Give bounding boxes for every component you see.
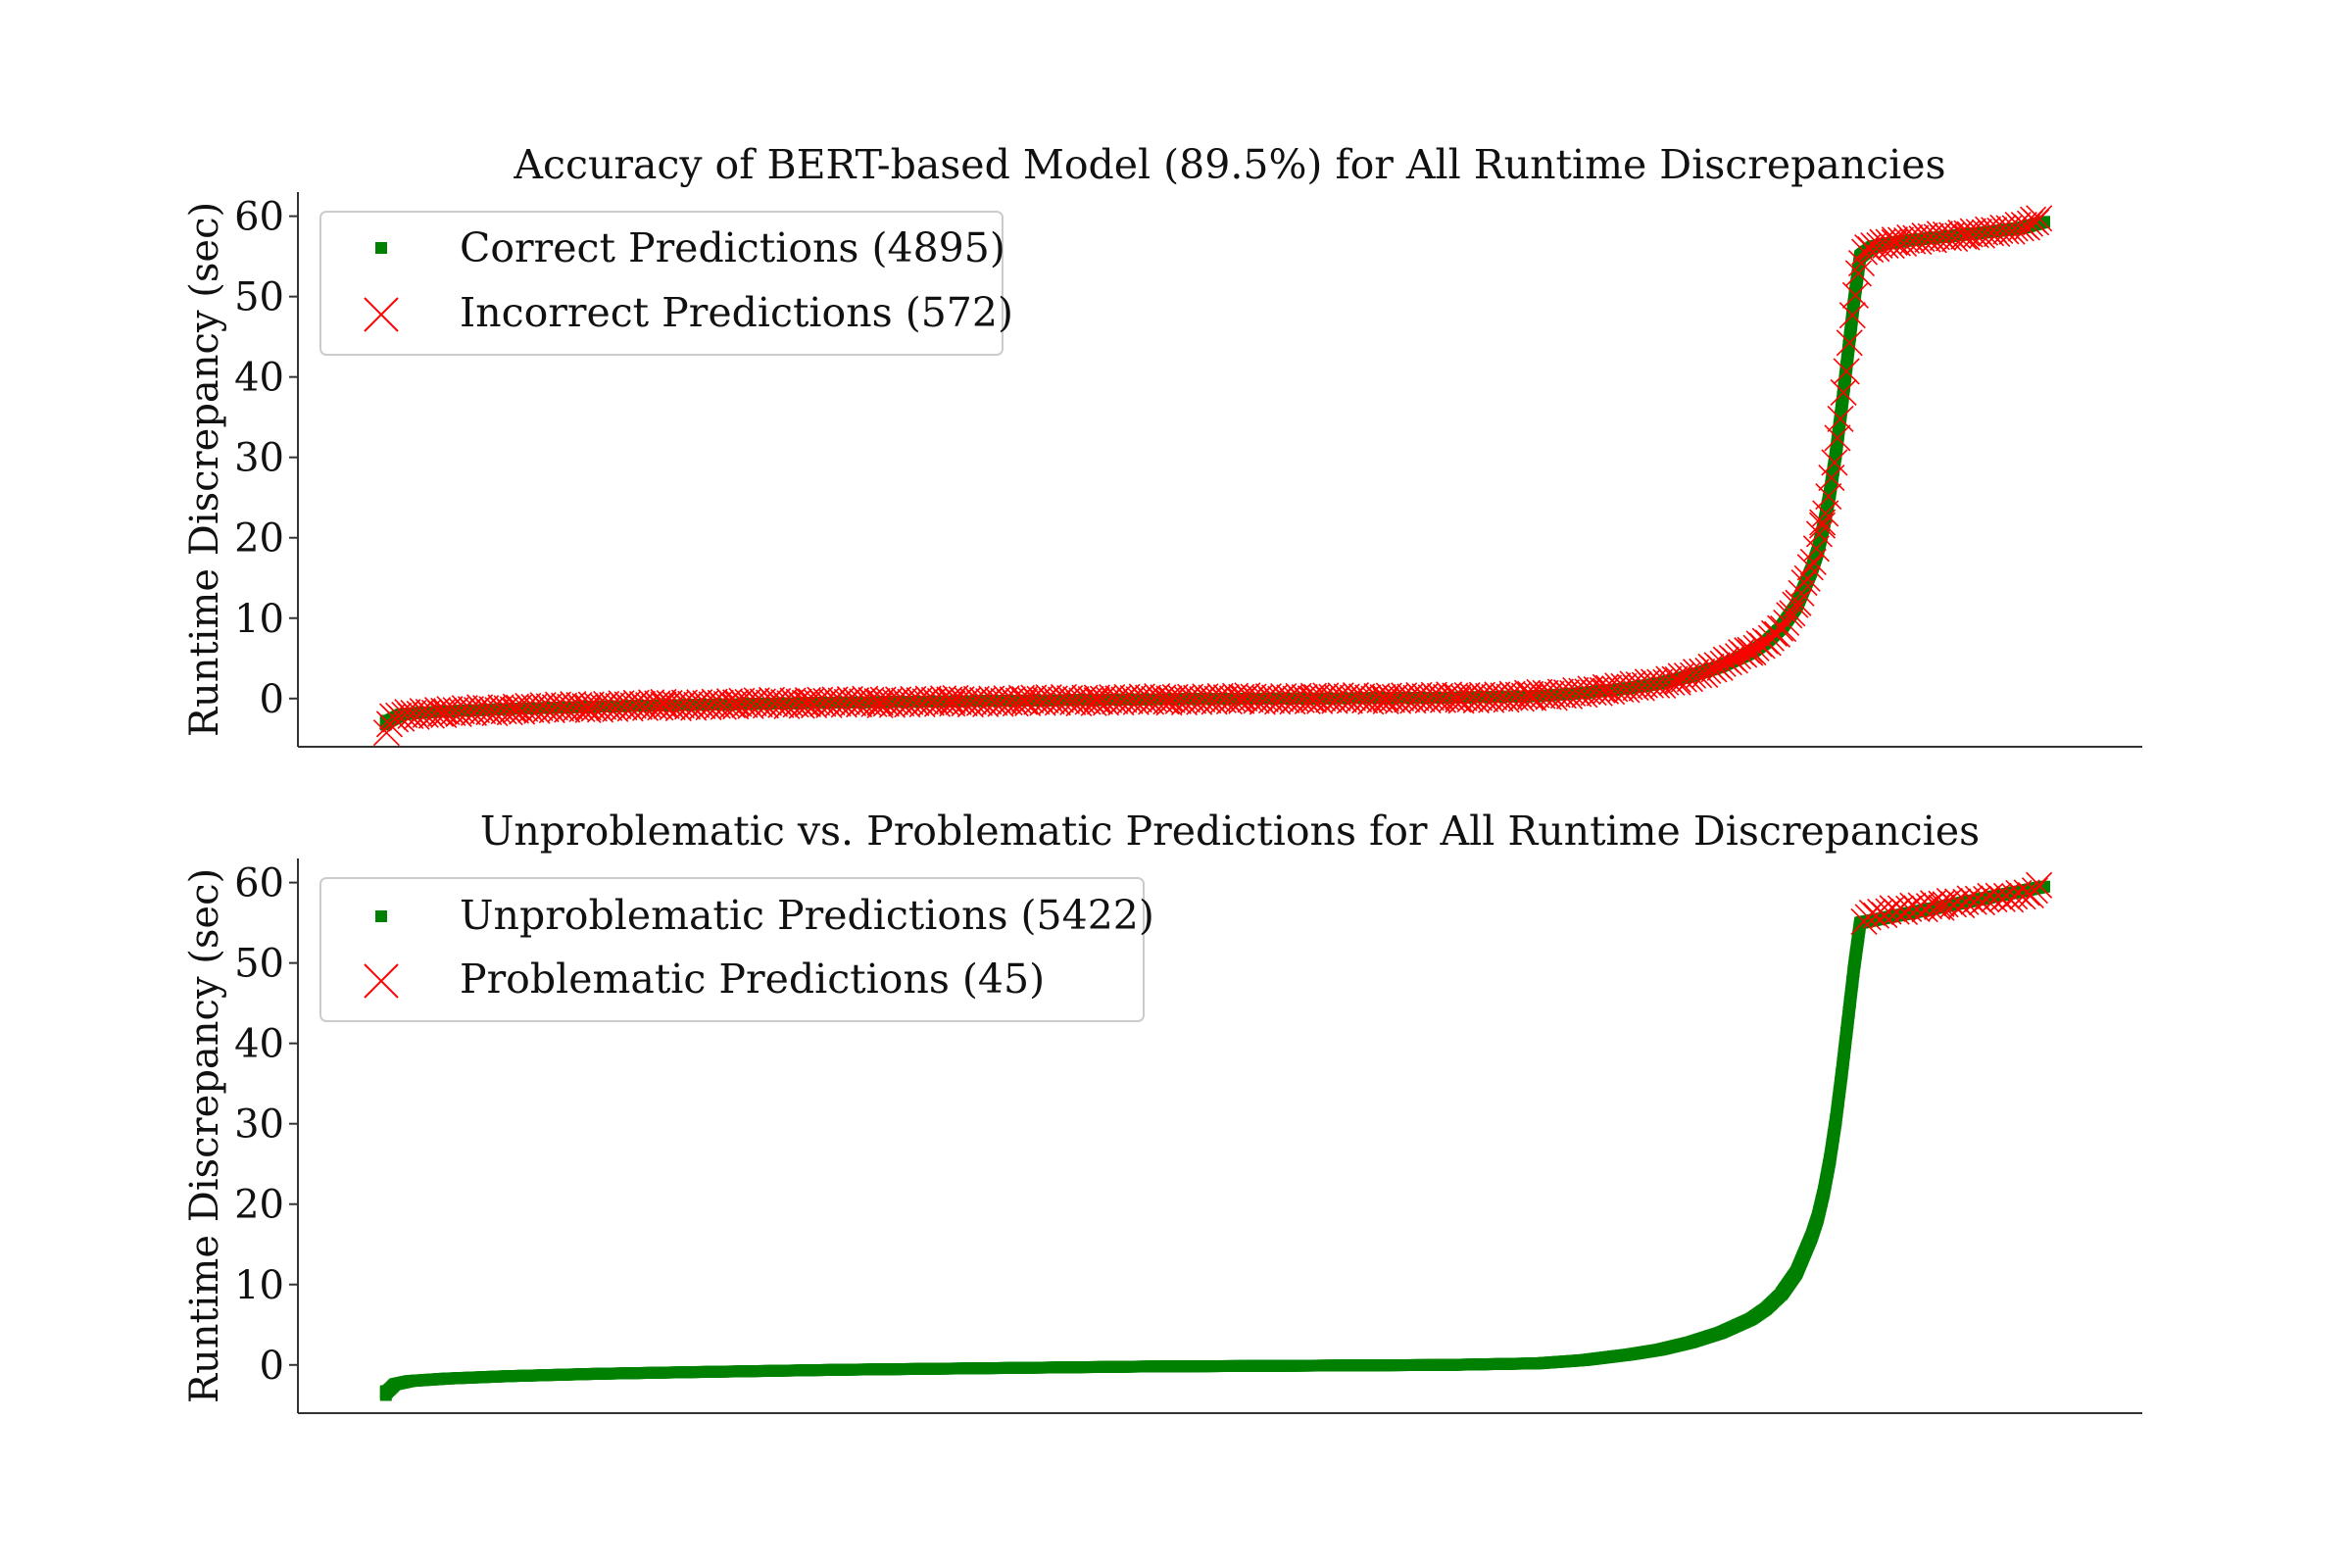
- y-axis-label: Runtime Discrepancy (sec): [182, 868, 227, 1403]
- data-point: [574, 696, 602, 724]
- plot-area: [372, 205, 2053, 747]
- data-point: [1770, 615, 1797, 643]
- y-tick-label: 40: [234, 1022, 284, 1067]
- y-tick-label: 30: [234, 1102, 284, 1148]
- data-point: [1664, 668, 1691, 696]
- y-tick-label: 0: [260, 1344, 284, 1389]
- data-point: [1836, 329, 1863, 357]
- y-tick-label: 0: [260, 677, 284, 722]
- data-point: [1844, 260, 1873, 287]
- data-point: [1796, 554, 1824, 581]
- chart-title: Accuracy of BERT-based Model (89.5%) for…: [513, 141, 1945, 188]
- data-point: [1815, 482, 1842, 511]
- chart-panel-bottom: Unproblematic vs. Problematic Prediction…: [182, 808, 2142, 1414]
- data-point: [2013, 879, 2040, 906]
- data-point: [1821, 449, 1848, 476]
- data-point: [379, 1385, 392, 1401]
- y-tick-label: 10: [234, 597, 284, 642]
- data-points: [379, 871, 2053, 1401]
- legend-marker-correct: [375, 242, 387, 254]
- data-point: [1915, 893, 1943, 920]
- data-point: [1809, 509, 1837, 536]
- data-point: [2038, 216, 2051, 228]
- y-tick-label: 60: [234, 195, 284, 240]
- y-axis-ticks: 0 10 20 30 40 50 60: [234, 195, 298, 722]
- data-point: [2021, 877, 2049, 905]
- chart-title: Unproblematic vs. Problematic Prediction…: [480, 808, 1980, 855]
- y-tick-label: 20: [234, 516, 284, 562]
- legend-label-problematic: Problematic Predictions (45): [460, 956, 1045, 1003]
- chart-panel-top: Accuracy of BERT-based Model (89.5%) for…: [182, 141, 2142, 748]
- legend-label-unproblematic: Unproblematic Predictions (5422): [460, 892, 1154, 939]
- legend-label-incorrect: Incorrect Predictions (572): [460, 289, 1013, 336]
- data-point: [1827, 405, 1854, 433]
- data-point: [1793, 564, 1821, 592]
- y-axis-ticks: 0 10 20 30 40 50 60: [234, 861, 298, 1389]
- legend-marker-incorrect: [364, 297, 399, 332]
- legend-label-correct: Correct Predictions (4895): [460, 224, 1005, 271]
- y-tick-label: 50: [234, 275, 284, 320]
- legend: Unproblematic Predictions (5422) Problem…: [319, 877, 1154, 1022]
- data-point: [2026, 205, 2053, 232]
- y-tick-label: 30: [234, 436, 284, 481]
- data-point: [2026, 871, 2053, 899]
- plot-area: [379, 871, 2053, 1401]
- legend-marker-unproblematic: [375, 910, 387, 922]
- legend-box: [319, 211, 1004, 356]
- y-tick-label: 20: [234, 1183, 284, 1228]
- data-point: [1805, 520, 1834, 548]
- y-tick-label: 60: [234, 861, 284, 906]
- data-point: [1788, 579, 1815, 607]
- legend: Correct Predictions (4895) Incorrect Pre…: [319, 211, 1013, 356]
- series-red-x: [372, 205, 2053, 747]
- data-point: [1841, 281, 1869, 309]
- data-point: [1818, 465, 1845, 492]
- legend-box: [319, 877, 1145, 1022]
- data-point: [1833, 358, 1860, 385]
- data-point: [1808, 512, 1837, 539]
- y-tick-label: 10: [234, 1263, 284, 1308]
- data-points: [372, 205, 2053, 747]
- data-point: [1928, 890, 1955, 917]
- data-point: [1785, 589, 1812, 616]
- data-point: [1812, 500, 1839, 527]
- y-tick-label: 40: [234, 356, 284, 401]
- data-point: [1851, 238, 1879, 266]
- series-green-square: [379, 880, 2051, 1401]
- data-point: [1790, 568, 1818, 597]
- data-point: [1773, 609, 1800, 637]
- y-axis-label: Runtime Discrepancy (sec): [182, 202, 227, 737]
- data-point: [1731, 641, 1758, 668]
- legend-marker-problematic: [364, 963, 399, 999]
- y-tick-label: 50: [234, 942, 284, 987]
- series-red-x: [1850, 871, 2053, 935]
